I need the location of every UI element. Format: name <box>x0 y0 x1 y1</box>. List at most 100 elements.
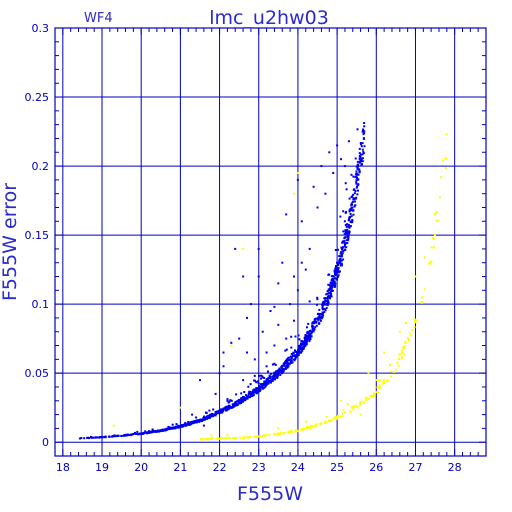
data-point <box>344 243 346 246</box>
data-point <box>305 338 308 340</box>
data-point <box>283 362 286 365</box>
data-point <box>285 366 288 369</box>
data-point <box>361 157 364 160</box>
data-point <box>344 236 347 239</box>
data-point <box>307 322 310 325</box>
data-point <box>232 437 235 439</box>
data-point <box>349 410 352 413</box>
data-point <box>242 396 245 399</box>
data-point <box>162 429 164 432</box>
data-point <box>240 392 243 395</box>
data-point <box>342 230 345 233</box>
data-point <box>212 414 215 417</box>
data-point <box>287 431 289 434</box>
data-point <box>344 211 347 214</box>
data-point <box>98 436 101 439</box>
data-point <box>424 256 426 259</box>
data-point <box>293 192 295 195</box>
data-point <box>141 432 144 435</box>
data-point <box>321 308 324 310</box>
data-point <box>282 370 285 373</box>
data-point <box>303 343 306 346</box>
data-point <box>208 409 211 412</box>
data-point <box>304 345 306 347</box>
data-point <box>162 428 165 431</box>
data-point <box>289 431 292 434</box>
data-point <box>440 176 443 179</box>
data-point <box>297 350 300 353</box>
data-point <box>336 261 338 264</box>
data-point <box>230 406 233 409</box>
data-point <box>307 337 310 340</box>
data-point <box>309 329 312 332</box>
data-point <box>240 397 243 400</box>
data-point <box>360 159 363 162</box>
data-point <box>276 374 279 377</box>
x-tick-label: 25 <box>330 461 344 474</box>
data-point <box>357 173 360 176</box>
data-point <box>435 219 438 222</box>
data-point <box>226 437 228 440</box>
data-point <box>352 198 355 201</box>
data-point <box>354 404 357 407</box>
data-point <box>196 420 199 423</box>
data-point <box>263 382 266 385</box>
data-point <box>349 213 352 215</box>
data-point <box>319 317 321 320</box>
data-point <box>242 275 245 278</box>
data-point <box>219 437 222 440</box>
data-point <box>366 397 368 400</box>
data-point <box>355 172 358 175</box>
data-point <box>362 137 365 140</box>
data-point <box>194 420 196 423</box>
data-point <box>326 304 329 307</box>
data-point <box>345 225 348 228</box>
data-point <box>99 436 102 438</box>
data-point <box>288 359 291 361</box>
data-point <box>271 363 274 366</box>
data-point <box>378 384 381 387</box>
data-point <box>311 324 314 327</box>
data-point <box>355 170 358 173</box>
data-point <box>301 349 304 352</box>
data-point <box>321 312 324 315</box>
data-point <box>261 384 264 387</box>
data-point <box>272 376 275 379</box>
data-point <box>255 387 258 389</box>
data-point <box>315 423 318 426</box>
x-tick-label: 27 <box>408 461 422 474</box>
data-point <box>313 318 316 321</box>
data-point <box>351 219 354 221</box>
data-point <box>363 145 366 148</box>
data-point <box>407 337 409 339</box>
data-point <box>324 297 327 300</box>
data-point <box>311 327 314 330</box>
data-point <box>351 195 354 198</box>
data-point <box>124 434 127 437</box>
data-point <box>136 430 139 433</box>
data-point <box>346 403 349 406</box>
data-point <box>191 413 194 416</box>
data-point <box>392 371 395 373</box>
data-point <box>373 394 376 397</box>
data-point <box>432 246 435 249</box>
data-point <box>246 351 248 354</box>
data-point <box>240 402 242 404</box>
data-point <box>90 435 92 438</box>
data-point <box>217 437 220 440</box>
data-point <box>327 419 330 422</box>
data-point <box>363 402 366 404</box>
data-point <box>273 344 276 347</box>
data-point <box>353 192 356 195</box>
data-point <box>329 284 332 287</box>
data-point <box>360 143 362 146</box>
data-point <box>355 179 358 182</box>
panel-label: WF4 <box>84 11 113 26</box>
data-point <box>80 437 83 439</box>
data-point <box>262 386 265 389</box>
data-point <box>196 419 199 422</box>
data-point <box>235 436 238 439</box>
data-point <box>400 349 403 352</box>
data-point <box>346 223 349 226</box>
x-tick-label: 20 <box>134 461 148 474</box>
